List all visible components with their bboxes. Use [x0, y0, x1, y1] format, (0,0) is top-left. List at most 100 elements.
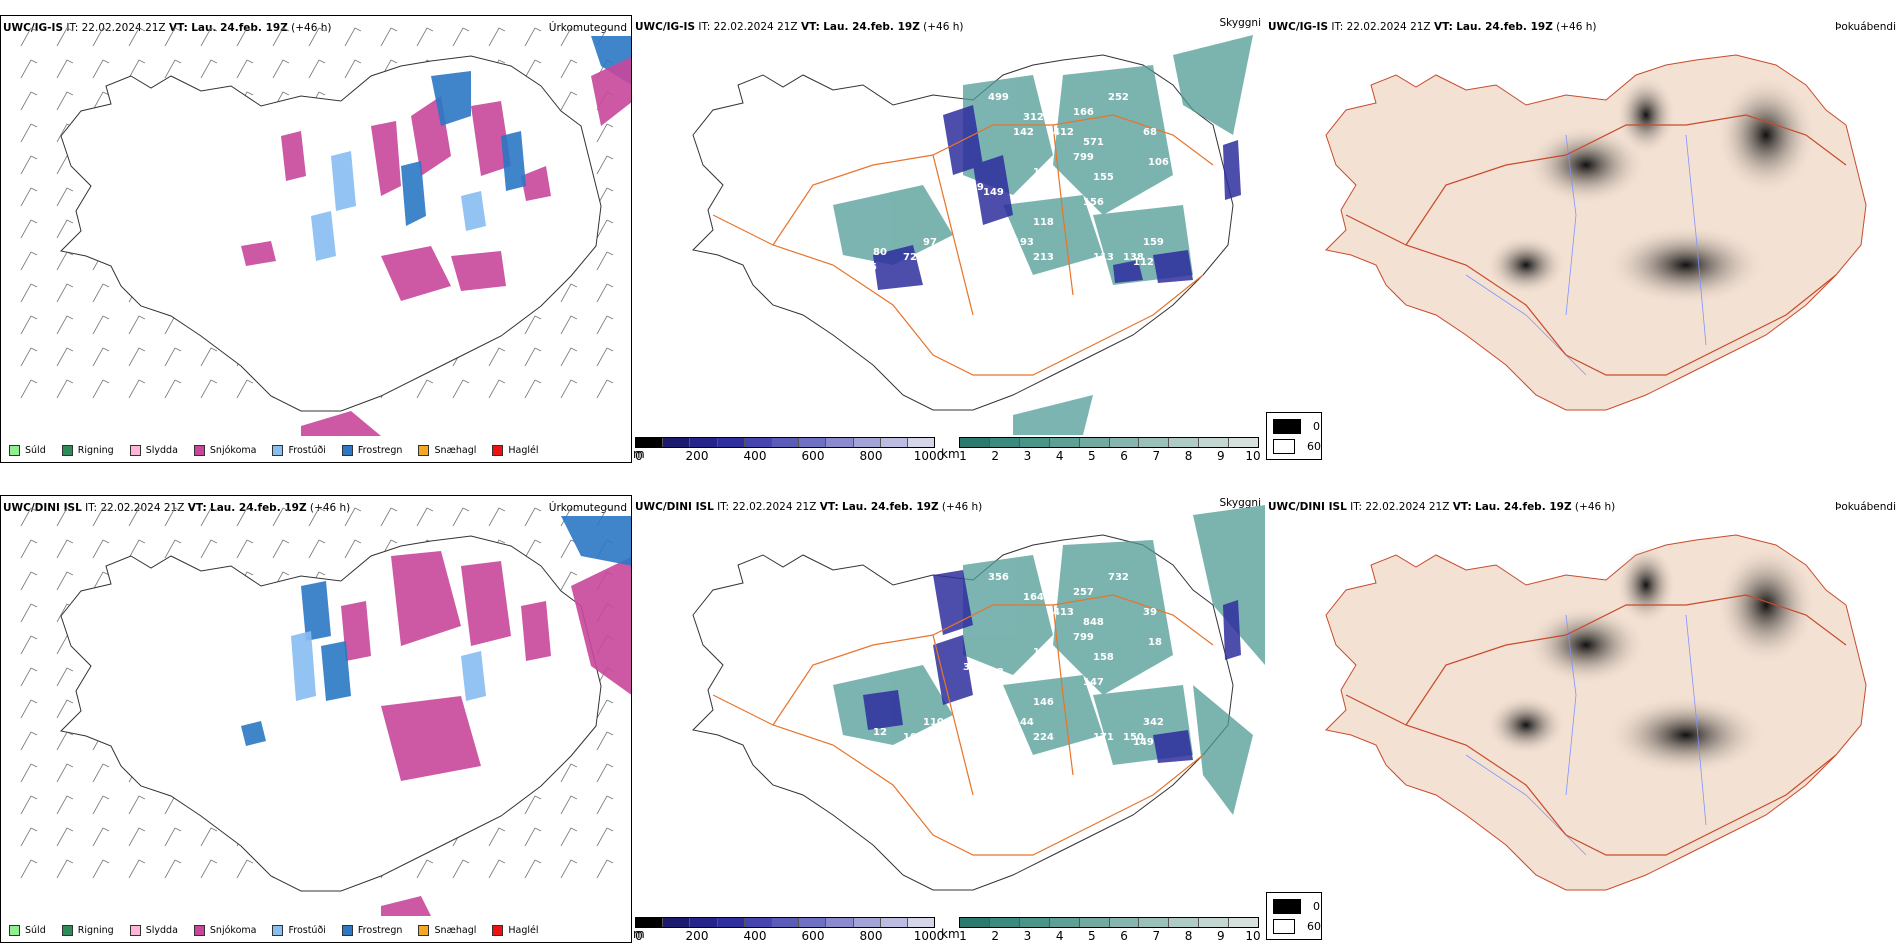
colorbar-cell	[907, 918, 935, 927]
cloud-label: 326	[963, 662, 984, 673]
wind-barb	[20, 699, 38, 719]
colorbar-cell	[636, 438, 664, 447]
m-unit: m	[633, 927, 645, 941]
wind-barb	[92, 27, 110, 47]
wind-barb	[128, 347, 146, 367]
wind-barb	[560, 27, 578, 47]
wind-barb	[92, 507, 110, 527]
precip-legend: Súld Rigning Slydda Snjókoma Frostúði Frostre…	[1, 440, 547, 460]
colorbar-cell	[717, 918, 745, 927]
colorbar-tick: 1000	[913, 449, 945, 463]
cloud-label: 106	[1148, 157, 1169, 168]
wind-barb	[560, 827, 578, 847]
wind-barb	[92, 59, 110, 79]
legend-label: Súld	[25, 924, 46, 936]
wind-barb	[596, 219, 614, 239]
wind-barb	[164, 27, 182, 47]
legend-swatch	[492, 924, 504, 936]
wind-barb	[56, 795, 74, 815]
colorbar-tick: 400	[743, 929, 767, 943]
cloud-label: 155	[1033, 167, 1054, 178]
wind-barb	[56, 379, 74, 399]
legend-swatch	[341, 924, 353, 936]
precip-legend-item: Slydda	[129, 924, 178, 936]
colorbar-cell	[744, 918, 772, 927]
cloud-label: 144	[1013, 717, 1034, 728]
colorbar-cell	[799, 438, 827, 447]
km-unit: km	[941, 927, 960, 941]
visibility-panel-row2: UWC/DINI ISL IT: 22.02.2024 21Z VT: Lau.…	[633, 495, 1265, 943]
legend-label: Snæhagl	[434, 444, 477, 456]
wind-barb	[128, 379, 146, 399]
fog-legend: 0 60	[1266, 892, 1322, 940]
colorbar-tick: 200	[685, 449, 709, 463]
colorbar-cell	[1049, 918, 1080, 927]
cloud-label: 138	[1123, 252, 1144, 263]
colorbar-tick: 6	[1120, 929, 1128, 943]
legend-swatch	[418, 924, 430, 936]
cloud-label: 109	[1033, 647, 1054, 658]
colorbar-cell	[744, 438, 772, 447]
fog-panel-row1: UWC/IG-IS IT: 22.02.2024 21Z VT: Lau. 24…	[1266, 15, 1900, 463]
panel-title: Þokuábendi	[1835, 21, 1896, 33]
colorbar-cell	[663, 918, 691, 927]
wind-barb	[344, 27, 362, 47]
colorbar-tick: 4	[1055, 449, 1064, 463]
colorbar-cell	[826, 438, 854, 447]
legend-label: Snjókoma	[209, 924, 257, 936]
colorbar-tick: 9	[1216, 449, 1225, 463]
wind-barb	[200, 859, 218, 879]
wind-barb	[56, 219, 74, 239]
precip-legend-item: Rigning	[61, 924, 114, 936]
wind-barb	[92, 315, 110, 335]
wind-barb	[200, 507, 218, 527]
wind-barb	[20, 251, 38, 271]
wind-barb	[56, 251, 74, 271]
cloud-label: 159	[1143, 237, 1164, 248]
wind-barb	[488, 27, 506, 47]
precip-legend-item: Snæhagl	[418, 444, 477, 456]
wind-barb	[164, 59, 182, 79]
wind-barb	[92, 283, 110, 303]
colorbar-tick: 2	[991, 929, 1000, 943]
cloud-label: 112	[1133, 257, 1154, 268]
wind-barb	[236, 59, 254, 79]
colorbar-tick: 3	[1023, 449, 1032, 463]
wind-barb	[92, 827, 110, 847]
cloud-label: 97	[923, 237, 937, 248]
colorbar-tick: 6	[1120, 449, 1128, 463]
legend-swatch	[9, 444, 20, 456]
wind-barb	[560, 347, 578, 367]
precip-frostregn	[241, 516, 631, 746]
wind-barb	[92, 379, 110, 399]
legend-swatch	[1273, 418, 1301, 434]
wind-barb	[560, 571, 578, 591]
legend-label: Haglél	[508, 444, 539, 456]
colorbar-cell	[853, 438, 881, 447]
legend-swatch	[193, 924, 205, 936]
precip-frostudi	[291, 631, 486, 701]
colorbar-tick: 8	[1184, 449, 1193, 463]
legend-swatch	[1273, 898, 1301, 914]
wind-barb	[56, 827, 74, 847]
cloud-label: 18	[1148, 637, 1162, 648]
legend-label: Frostúði	[288, 924, 326, 936]
wind-barb	[56, 539, 74, 559]
precip-legend-item: Frostregn	[341, 924, 402, 936]
wind-barb	[452, 379, 470, 399]
wind-barb	[452, 859, 470, 879]
panel-header: UWC/DINI ISL IT: 22.02.2024 21Z VT: Lau.…	[635, 501, 983, 513]
cloud-label: 123	[983, 667, 1004, 678]
colorbar-tick: 800	[859, 449, 883, 463]
wind-barb	[92, 763, 110, 783]
cloud-label: 80	[873, 247, 887, 258]
cloud-label: 499	[988, 92, 1009, 103]
colorbar-cell	[880, 438, 908, 447]
wind-barb	[596, 315, 614, 335]
wind-barb	[344, 539, 362, 559]
wind-barb	[128, 539, 146, 559]
colorbar-tick: 4	[1055, 929, 1064, 943]
wind-barb	[20, 91, 38, 111]
colorbar-cell	[1019, 438, 1050, 447]
